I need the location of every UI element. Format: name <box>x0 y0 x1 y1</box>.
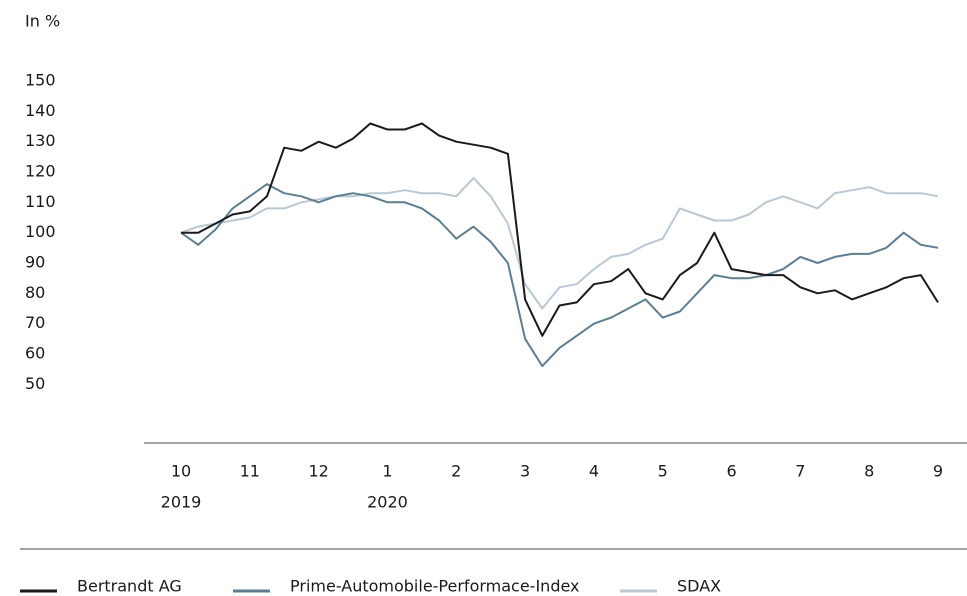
y-tick-label: 100 <box>25 222 56 241</box>
series-line <box>181 122 939 337</box>
y-tick-label: 60 <box>25 344 45 363</box>
y-tick-label: 140 <box>25 101 56 120</box>
x-tick-label: 8 <box>864 462 874 481</box>
x-tick-label: 6 <box>726 462 736 481</box>
x-tick-label: 12 <box>308 462 328 481</box>
x-tick-label: 5 <box>658 462 668 481</box>
x-tick-label: 10 <box>171 462 191 481</box>
x-tick-label: 1 <box>382 462 392 481</box>
x-year-label: 2019 <box>161 493 202 512</box>
x-tick-label: 4 <box>589 462 599 481</box>
x-tick-label: 3 <box>520 462 530 481</box>
legend-label: SDAX <box>677 577 721 596</box>
y-tick-label: 150 <box>25 71 56 90</box>
x-tick-label: 2 <box>451 462 461 481</box>
x-tick-label: 9 <box>933 462 943 481</box>
x-year-label: 2020 <box>367 493 408 512</box>
series-line <box>180 177 939 310</box>
y-tick-label: 110 <box>25 192 56 211</box>
legend-label: Prime-Automobile-Performace-Index <box>290 577 580 596</box>
y-tick-label: 120 <box>25 162 56 181</box>
y-tick-label: 80 <box>25 283 45 302</box>
y-tick-label: 130 <box>25 131 56 150</box>
legend-label: Bertrandt AG <box>77 577 182 596</box>
y-tick-label: 50 <box>25 374 45 393</box>
y-tick-label: 70 <box>25 313 45 332</box>
y-tick-label: 90 <box>25 253 45 272</box>
x-tick-label: 11 <box>240 462 260 481</box>
y-axis-label: In % <box>25 12 60 31</box>
x-tick-label: 7 <box>795 462 805 481</box>
series-line <box>180 183 939 368</box>
